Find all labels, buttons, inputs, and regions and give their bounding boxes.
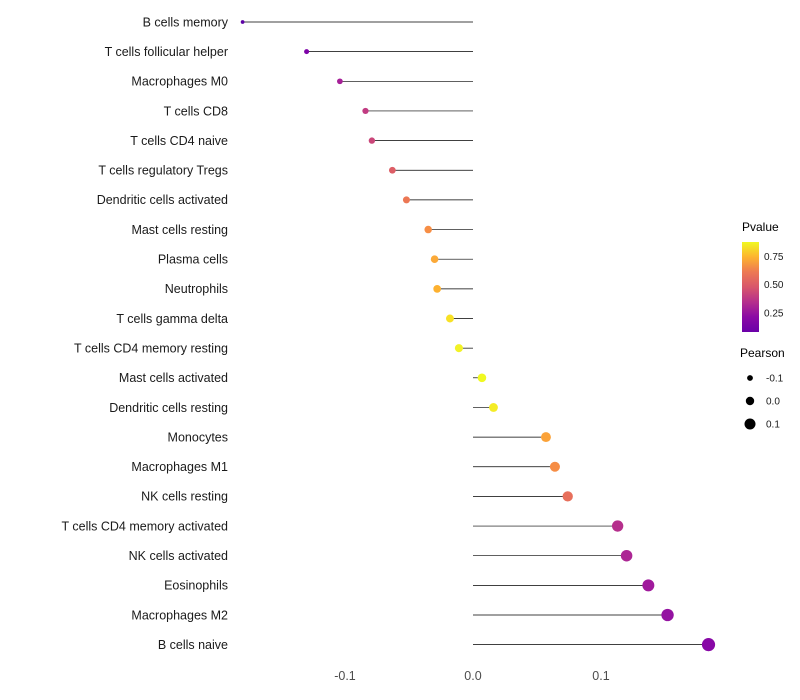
lollipop-point	[620, 549, 633, 562]
legend-pvalue-title: Pvalue	[742, 220, 779, 234]
lollipop-point	[430, 255, 439, 264]
category-label: Plasma cells	[158, 253, 228, 267]
category-label: B cells memory	[143, 15, 229, 29]
category-label: Eosinophils	[164, 579, 228, 593]
lollipop-point	[240, 20, 245, 24]
legend-pearson-title: Pearson	[740, 346, 785, 360]
lollipop-point	[611, 520, 624, 532]
category-label: NK cells activated	[129, 549, 228, 563]
legend-pvalue-tick-label: 0.75	[764, 252, 784, 263]
lollipop-point	[562, 491, 573, 502]
legend-pearson-size-dot	[744, 418, 756, 430]
legend-pearson-tick-label: -0.1	[766, 374, 784, 385]
legend-pearson-tick-label: 0.0	[766, 397, 780, 408]
legend-pearson-size-dot	[745, 396, 755, 406]
category-label: Dendritic cells resting	[109, 401, 228, 415]
legend-pvalue-tick-label: 0.50	[764, 280, 784, 291]
lollipop-point	[454, 344, 463, 353]
lollipop-point	[541, 432, 551, 443]
category-label: T cells CD4 memory activated	[62, 519, 229, 533]
category-label: T cells follicular helper	[105, 45, 228, 59]
legend-pvalue-tick-label: 0.25	[764, 309, 784, 320]
lollipop-point	[433, 285, 441, 293]
category-label: Mast cells activated	[119, 371, 228, 385]
lollipop-point	[489, 403, 498, 412]
lollipop-point	[661, 608, 674, 622]
category-label: Monocytes	[168, 430, 228, 444]
lollipop-point	[388, 166, 396, 174]
legend-pvalue-gradient-bar	[742, 242, 759, 332]
category-label: Macrophages M2	[131, 608, 228, 622]
lollipop-point	[337, 78, 343, 85]
lollipop-point	[424, 225, 432, 234]
legend-pearson-size-dot	[747, 375, 753, 381]
lollipop-point	[304, 49, 310, 55]
lollipop-point	[642, 579, 655, 592]
category-label: Mast cells resting	[131, 223, 228, 237]
x-tick-label: -0.1	[334, 669, 356, 683]
category-label: T cells CD4 memory resting	[74, 341, 228, 355]
lollipop-point	[445, 314, 454, 323]
category-label: T cells regulatory Tregs	[98, 164, 228, 178]
x-tick-label: 0.1	[592, 669, 609, 683]
lollipop-point	[701, 638, 716, 652]
category-label: Macrophages M1	[131, 460, 228, 474]
category-label: T cells gamma delta	[116, 312, 228, 326]
category-label: Neutrophils	[165, 282, 228, 296]
lollipop-point	[368, 137, 376, 144]
lollipop-point	[549, 461, 560, 472]
category-label: T cells CD8	[164, 104, 228, 118]
category-label: T cells CD4 naive	[130, 134, 228, 148]
lollipop-point	[477, 373, 487, 383]
legend-pearson-tick-label: 0.1	[766, 420, 780, 431]
category-label: B cells naive	[158, 638, 228, 652]
lollipop-point	[362, 107, 369, 115]
category-label: Dendritic cells activated	[97, 193, 228, 207]
category-label: NK cells resting	[141, 490, 228, 504]
x-tick-label: 0.0	[464, 669, 481, 683]
category-label: Macrophages M0	[131, 75, 228, 89]
lollipop-point	[402, 196, 410, 204]
